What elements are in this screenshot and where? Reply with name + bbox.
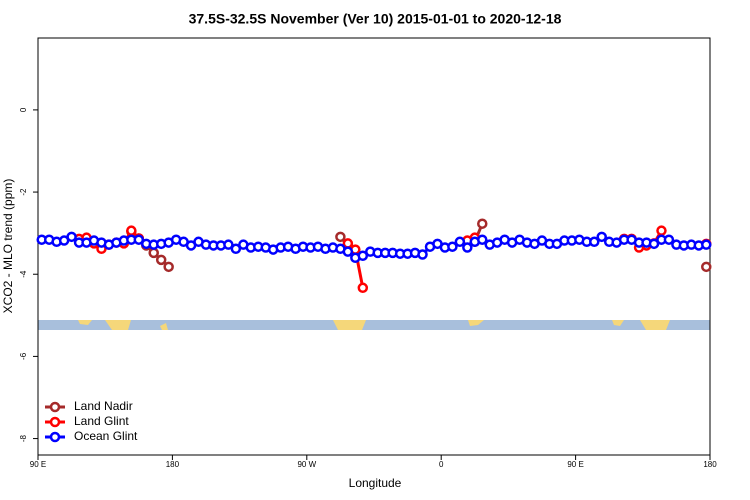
legend-marker <box>49 431 61 443</box>
y-tick-label: -4 <box>19 270 28 278</box>
point <box>342 238 354 249</box>
x-tick-label: 90 E <box>30 460 46 469</box>
y-tick-label: -2 <box>19 188 28 196</box>
point <box>701 261 712 273</box>
land <box>468 320 484 326</box>
x-tick-label: 0 <box>439 460 444 469</box>
point <box>357 282 369 294</box>
x-axis-label: Longitude <box>349 476 402 490</box>
point <box>417 249 428 260</box>
point <box>335 231 346 243</box>
point <box>663 234 675 245</box>
point <box>163 261 174 273</box>
point <box>357 250 369 261</box>
point <box>701 239 712 250</box>
land <box>333 320 366 330</box>
point <box>447 241 458 252</box>
y-tick-label: 0 <box>19 107 28 112</box>
point <box>648 238 660 250</box>
legend-label: Land Glint <box>74 414 129 428</box>
point <box>342 246 354 257</box>
point <box>477 218 488 229</box>
x-tick-label: 180 <box>703 460 717 469</box>
legend-label: Ocean Glint <box>74 429 138 443</box>
x-tick-label: 90 W <box>297 460 316 469</box>
x-tick-label: 90 E <box>567 460 583 469</box>
point <box>148 247 159 259</box>
point <box>454 236 466 248</box>
y-tick-label: -6 <box>19 352 28 360</box>
point <box>589 236 600 248</box>
point <box>133 234 145 245</box>
point <box>596 231 607 243</box>
x-tick-label: 180 <box>166 460 180 469</box>
land <box>105 320 131 330</box>
map-strip <box>38 320 710 330</box>
point <box>66 231 77 243</box>
point <box>656 225 667 236</box>
legend-label: Land Nadir <box>74 399 133 413</box>
land <box>612 320 624 326</box>
point <box>230 243 242 255</box>
land <box>78 320 92 325</box>
legend-marker <box>49 416 61 428</box>
point <box>477 234 488 245</box>
point <box>155 254 167 266</box>
chart-title: 37.5S-32.5S November (Ver 10) 2015-01-01… <box>189 11 562 27</box>
point <box>462 242 473 253</box>
y-tick-label: -8 <box>19 434 28 442</box>
point <box>126 225 137 236</box>
ocean-strip <box>38 320 710 330</box>
legend-marker <box>49 401 61 413</box>
land <box>160 323 168 330</box>
y-axis-label: XCO2 - MLO trend (ppm) <box>1 179 15 314</box>
land <box>640 320 670 330</box>
point <box>223 239 234 250</box>
